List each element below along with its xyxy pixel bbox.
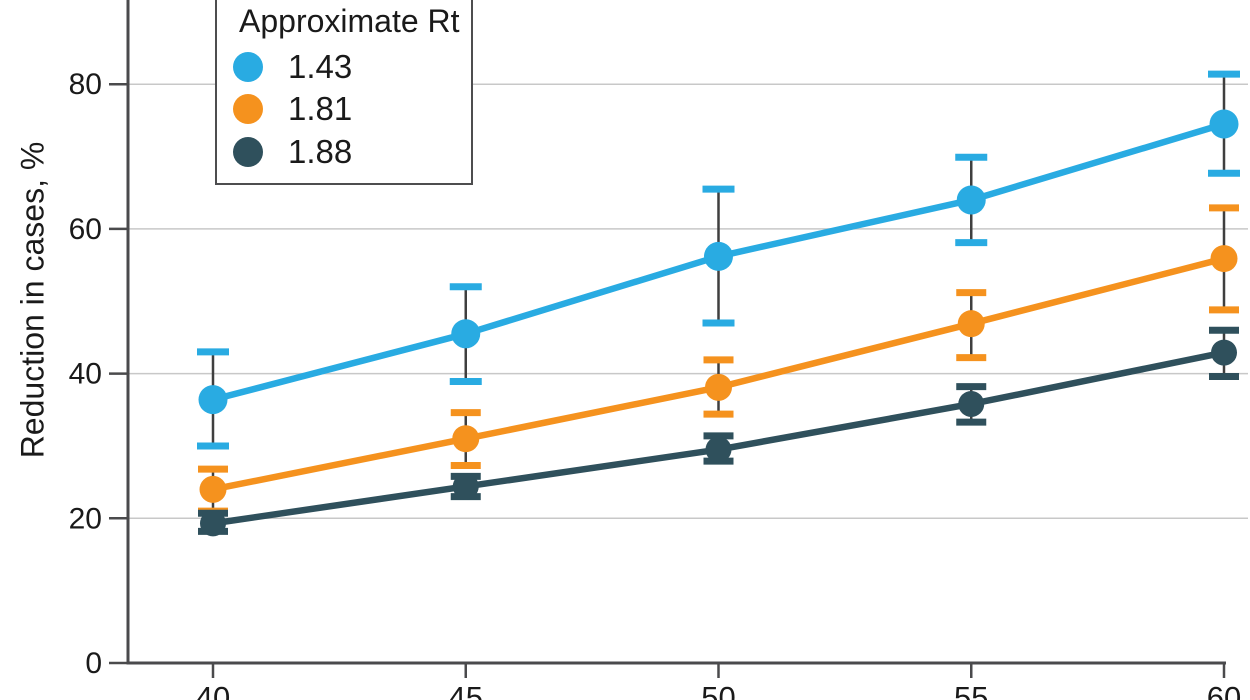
series-1.88 [198, 326, 1239, 537]
data-point-marker [198, 385, 228, 415]
legend-item: 1.81 [233, 90, 353, 127]
svg-text:50: 50 [701, 680, 735, 700]
legend-title: Approximate Rt [239, 3, 460, 39]
data-point-marker [452, 425, 480, 453]
svg-text:20: 20 [69, 502, 102, 535]
svg-text:60: 60 [1207, 680, 1241, 700]
data-point-marker [452, 473, 479, 500]
legend-item: 1.88 [233, 133, 353, 170]
legend-item-label: 1.43 [288, 48, 353, 85]
data-point-marker [957, 310, 985, 338]
legend-dot-icon [233, 94, 263, 124]
data-point-marker [1210, 245, 1238, 273]
y-axis-ticks: 0 20 40 60 80 [69, 68, 127, 680]
data-point-marker [704, 241, 733, 271]
data-point-marker [1211, 339, 1237, 366]
axes [126, 0, 1226, 665]
x-axis-ticks: 40 45 50 55 60 [196, 663, 1241, 700]
legend-dot-icon [233, 137, 263, 167]
data-point-marker [705, 436, 732, 463]
svg-text:60: 60 [69, 213, 102, 246]
svg-text:0: 0 [85, 647, 102, 680]
data-point-marker [1209, 109, 1239, 139]
data-point-marker [705, 373, 732, 401]
legend-item-label: 1.88 [288, 133, 353, 170]
data-point-marker [451, 319, 481, 349]
svg-text:55: 55 [954, 680, 988, 700]
data-point-marker [956, 185, 986, 215]
y-axis-title: Reduction in cases, % [14, 141, 51, 459]
series-1.43 [197, 70, 1240, 450]
series-1.81 [198, 204, 1239, 515]
data-point-marker [200, 510, 226, 537]
svg-text:80: 80 [69, 68, 102, 101]
svg-text:40: 40 [69, 358, 102, 391]
legend-item-label: 1.81 [288, 90, 353, 127]
svg-text:40: 40 [196, 680, 230, 700]
legend-dot-icon [233, 52, 263, 82]
data-point-marker [199, 475, 227, 503]
svg-text:45: 45 [449, 680, 483, 700]
legend-item: 1.43 [233, 48, 353, 85]
data-point-marker [958, 390, 985, 417]
legend: Approximate Rt 1.43 1.81 1.88 [215, 0, 473, 185]
